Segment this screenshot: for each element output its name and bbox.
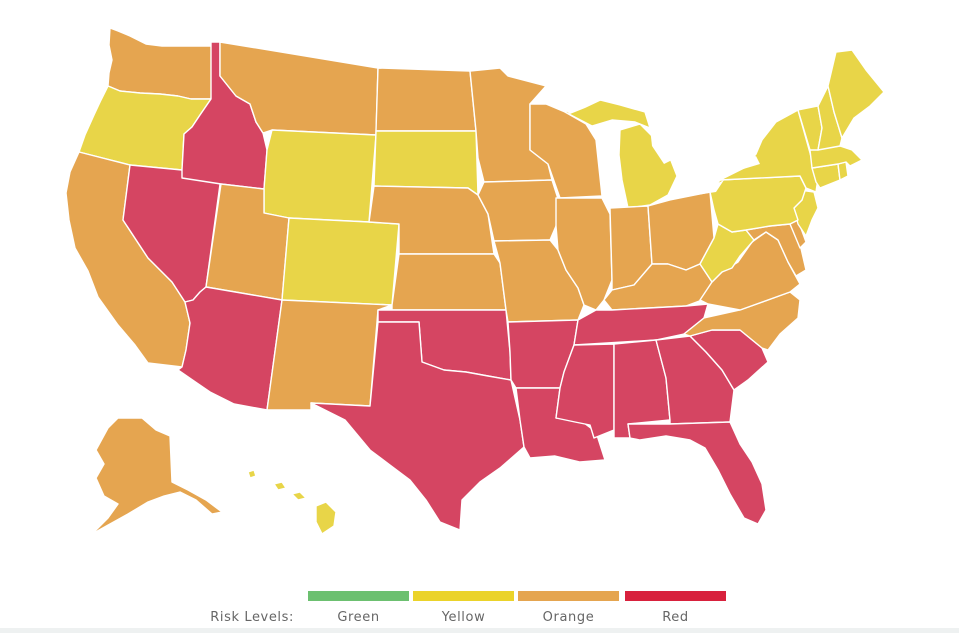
us-risk-map	[65, 27, 885, 535]
us-map-svg	[65, 27, 885, 535]
bottom-divider	[0, 628, 959, 633]
legend-swatch-red	[625, 591, 726, 601]
state-nd[interactable]	[375, 67, 477, 132]
legend-swatch-orange	[518, 591, 619, 601]
legend-label-orange: Orange	[542, 610, 595, 625]
state-az[interactable]	[177, 286, 283, 411]
state-tn[interactable]	[573, 303, 709, 346]
risk-legend: Risk Levels: Green Yellow Orange Red	[0, 588, 959, 633]
legend-title: Risk Levels:	[210, 610, 294, 625]
state-ri[interactable]	[837, 161, 849, 181]
legend-label-yellow: Yellow	[441, 610, 486, 625]
great-lakes	[562, 96, 760, 196]
legend-label-green: Green	[337, 610, 380, 625]
state-tx[interactable]	[310, 321, 525, 531]
state-ks[interactable]	[391, 253, 507, 311]
state-wa[interactable]	[107, 27, 216, 100]
state-pa[interactable]	[709, 175, 807, 233]
legend-label-red: Red	[662, 610, 689, 625]
legend-swatch-yellow	[413, 591, 514, 601]
state-me[interactable]	[827, 49, 885, 139]
states-layer	[65, 27, 885, 535]
state-hi[interactable]	[247, 469, 337, 535]
state-ak[interactable]	[91, 417, 223, 535]
state-fl[interactable]	[627, 421, 767, 525]
state-il[interactable]	[555, 197, 613, 311]
state-co[interactable]	[281, 217, 400, 306]
state-ma[interactable]	[809, 145, 863, 169]
state-wi[interactable]	[529, 103, 603, 199]
state-wy[interactable]	[263, 129, 377, 223]
state-sd[interactable]	[373, 130, 479, 196]
legend-swatch-green	[308, 591, 409, 601]
